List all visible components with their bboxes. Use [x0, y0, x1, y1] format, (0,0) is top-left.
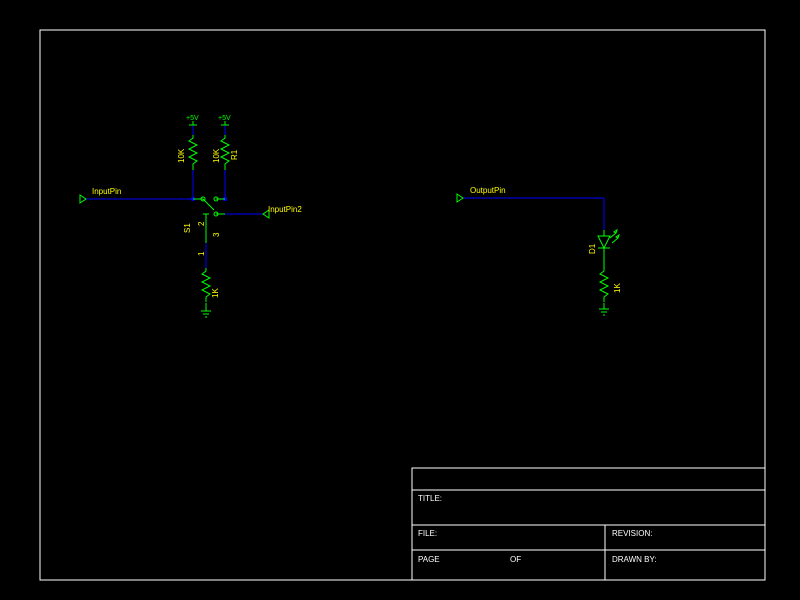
label-r1: R1 [230, 149, 239, 160]
title-label: TITLE: [418, 494, 442, 503]
label-inputpin2: InputPin2 [268, 205, 302, 214]
label-pin1: 1 [197, 251, 206, 256]
label-outputpin: OutputPin [470, 186, 506, 195]
label-s1: S1 [183, 223, 192, 233]
file-label: FILE: [418, 529, 437, 538]
page-label: PAGE [418, 555, 440, 564]
label-10k-right: 10K [212, 148, 221, 163]
sheet-border [40, 30, 765, 580]
label-1k-left: 1K [211, 288, 220, 298]
wires [86, 125, 604, 268]
ground-left [201, 303, 211, 317]
label-1k-right: 1K [613, 283, 622, 293]
label-10k-left: 10K [177, 148, 186, 163]
label-5v-left: +5V [186, 115, 199, 122]
drawnby-label: DRAWN BY: [612, 555, 657, 564]
schematic-canvas: TITLE: FILE: REVISION: PAGE OF DRAWN BY: [0, 0, 800, 600]
of-label: OF [510, 555, 521, 564]
resistor-10k-right [221, 135, 229, 170]
revision-label: REVISION: [612, 529, 652, 538]
label-5v-right: +5V [218, 115, 231, 122]
netport-inputpin [80, 195, 86, 203]
label-pin3: 3 [212, 232, 221, 237]
label-pin2: 2 [197, 221, 206, 226]
label-inputpin: InputPin [92, 187, 121, 196]
resistor-1k-left [202, 268, 210, 302]
ground-right [599, 303, 609, 315]
led-d1 [598, 230, 619, 268]
resistor-1k-right [600, 268, 608, 302]
netport-outputpin [457, 194, 463, 202]
title-block: TITLE: FILE: REVISION: PAGE OF DRAWN BY: [412, 468, 765, 580]
resistor-10k-left [189, 135, 197, 170]
label-d1: D1 [588, 243, 597, 254]
